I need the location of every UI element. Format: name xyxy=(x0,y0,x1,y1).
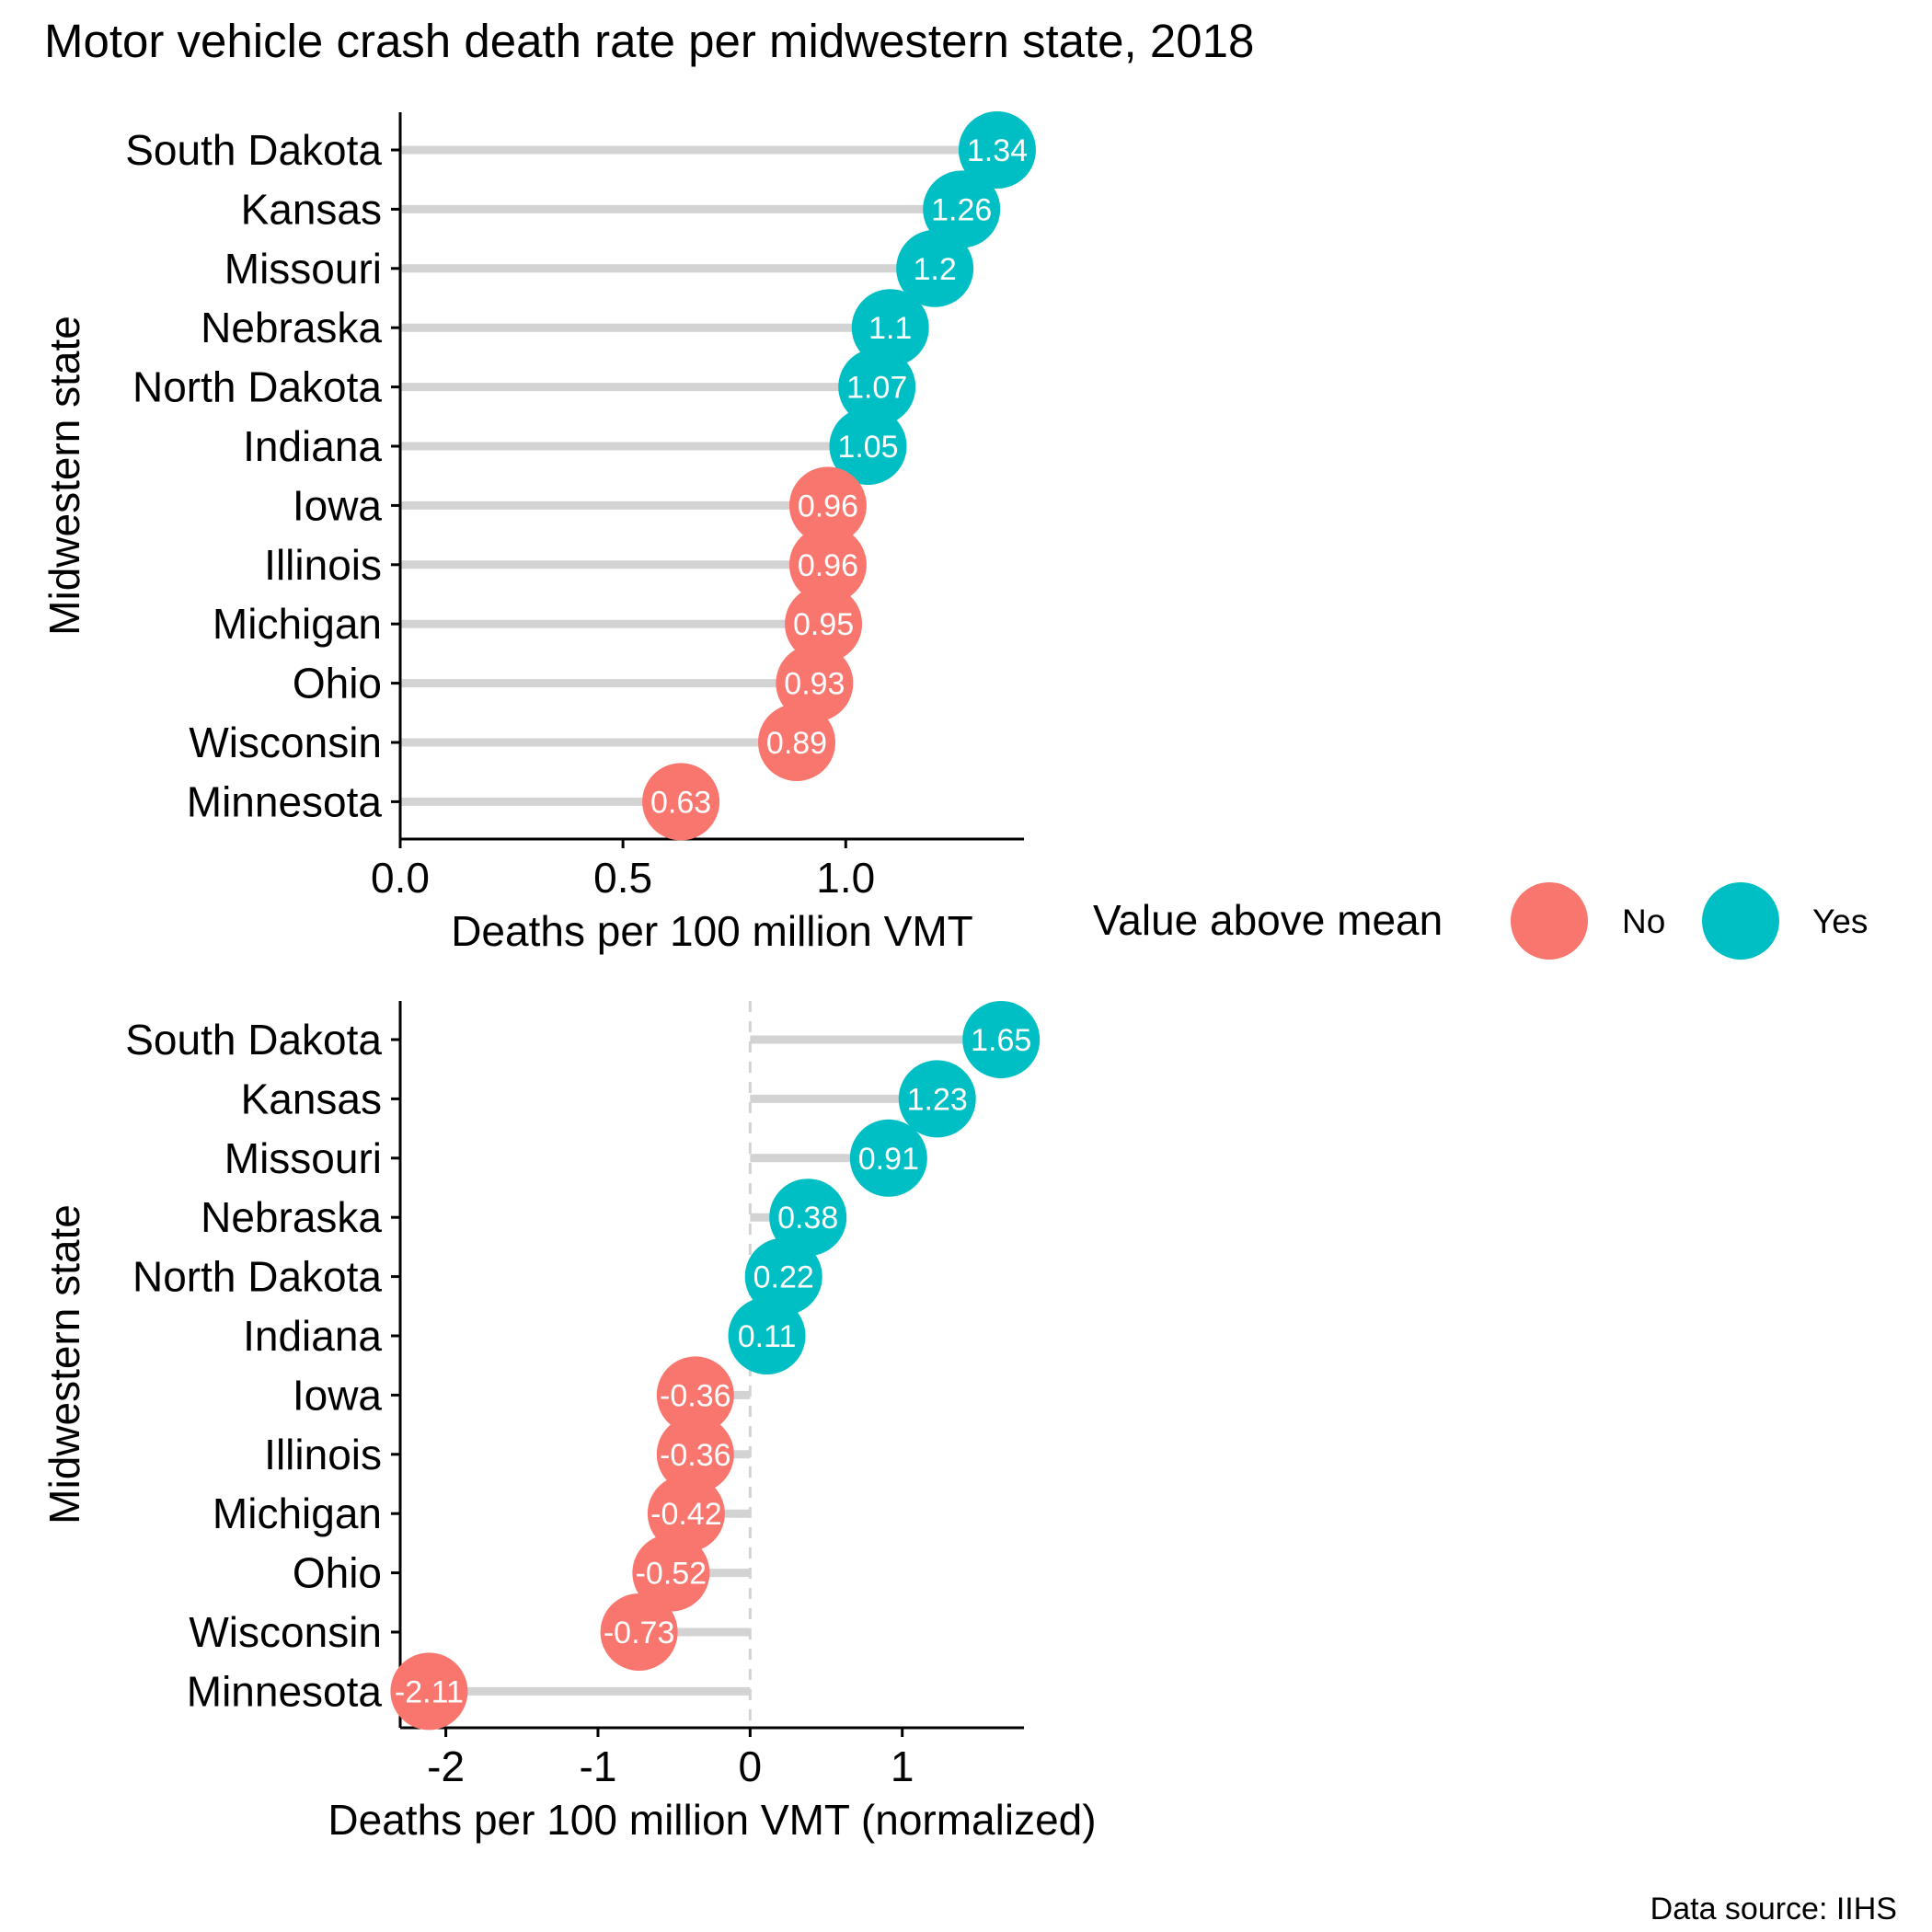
data-point-10 xyxy=(758,704,836,781)
legend: Value above mean No Yes xyxy=(1093,882,1868,960)
data-label-4: 1.07 xyxy=(846,371,907,406)
category-label-11: Minnesota xyxy=(187,777,383,825)
data-label-8: -0.42 xyxy=(650,1497,722,1532)
x-tick-label-2: 1.0 xyxy=(816,854,875,902)
data-label-10: -0.73 xyxy=(604,1616,675,1650)
data-point-4 xyxy=(838,348,916,426)
category-label-8: Michigan xyxy=(213,600,382,648)
category-label-6: Iowa xyxy=(293,481,383,529)
data-label-8: 0.95 xyxy=(793,607,854,642)
data-point-2 xyxy=(849,1119,927,1197)
category-label-1: Kansas xyxy=(241,1075,382,1122)
data-point-5 xyxy=(728,1297,806,1374)
data-point-7 xyxy=(656,1415,734,1493)
legend-swatch-yes xyxy=(1702,882,1779,960)
category-label-7: Illinois xyxy=(264,541,382,589)
legend-label-no: No xyxy=(1622,903,1665,940)
category-label-6: Iowa xyxy=(293,1371,383,1419)
x-tick-label-3: 1 xyxy=(891,1742,914,1790)
chart-title: Motor vehicle crash death rate per midwe… xyxy=(44,15,1254,67)
x-axis-title: Deaths per 100 million VMT (normalized) xyxy=(328,1796,1096,1844)
category-label-5: Indiana xyxy=(243,1312,382,1360)
data-point-10 xyxy=(600,1593,678,1671)
x-tick-label-1: -1 xyxy=(580,1742,617,1790)
data-label-6: 0.96 xyxy=(798,489,858,523)
category-label-1: Kansas xyxy=(241,185,382,233)
data-point-8 xyxy=(647,1475,725,1553)
category-label-0: South Dakota xyxy=(125,126,382,174)
data-point-4 xyxy=(744,1237,822,1316)
data-label-0: 1.65 xyxy=(971,1023,1031,1058)
data-point-11 xyxy=(642,763,720,841)
data-point-0 xyxy=(958,111,1036,189)
data-label-9: 0.93 xyxy=(784,667,845,702)
legend-title: Value above mean xyxy=(1093,896,1443,944)
data-point-6 xyxy=(656,1356,734,1434)
data-point-5 xyxy=(829,408,907,485)
category-label-10: Wisconsin xyxy=(189,1608,382,1656)
data-label-4: 0.22 xyxy=(753,1260,814,1295)
category-label-4: North Dakota xyxy=(132,363,382,411)
category-label-9: Ohio xyxy=(293,660,382,707)
data-point-7 xyxy=(788,525,867,604)
data-label-7: -0.36 xyxy=(660,1438,731,1473)
category-label-9: Ohio xyxy=(293,1549,382,1597)
category-label-0: South Dakota xyxy=(125,1016,382,1064)
x-tick-label-2: 0 xyxy=(739,1742,763,1790)
y-axis-title: Midwestern state xyxy=(40,1204,88,1524)
data-point-1 xyxy=(923,170,1001,248)
category-label-5: Indiana xyxy=(243,422,382,470)
data-label-9: -0.52 xyxy=(636,1557,707,1592)
data-label-2: 1.2 xyxy=(914,252,957,287)
data-label-5: 0.11 xyxy=(738,1319,797,1354)
y-axis-title: Midwestern state xyxy=(40,316,88,636)
data-label-11: 0.63 xyxy=(650,785,711,820)
category-label-2: Missouri xyxy=(224,245,382,293)
data-label-1: 1.23 xyxy=(907,1082,968,1117)
x-axis-title: Deaths per 100 million VMT xyxy=(451,907,973,955)
category-label-11: Minnesota xyxy=(187,1667,383,1715)
panel-top: South Dakota Kansas Missouri Nebraska North … xyxy=(40,111,1036,955)
data-label-10: 0.89 xyxy=(766,726,827,761)
x-tick-label-1: 0.5 xyxy=(593,854,652,902)
category-label-2: Missouri xyxy=(224,1134,382,1182)
data-label-5: 1.05 xyxy=(837,430,898,465)
data-label-2: 0.91 xyxy=(858,1142,919,1177)
category-label-3: Nebraska xyxy=(201,304,382,351)
x-tick-label-0: 0.0 xyxy=(371,854,430,902)
data-label-3: 1.1 xyxy=(868,311,912,346)
data-point-9 xyxy=(776,644,854,722)
data-label-7: 0.96 xyxy=(798,548,858,583)
data-point-6 xyxy=(788,466,867,545)
data-point-8 xyxy=(785,585,863,663)
data-point-1 xyxy=(898,1060,976,1138)
data-point-0 xyxy=(962,1001,1041,1078)
data-point-9 xyxy=(632,1534,710,1612)
panel-bottom: South Dakota Kansas Missouri Nebraska North … xyxy=(40,1001,1097,1844)
data-source-caption: Data source: IIHS xyxy=(1650,1892,1897,1926)
legend-swatch-no xyxy=(1511,882,1588,960)
data-point-2 xyxy=(896,229,974,307)
data-point-11 xyxy=(390,1652,468,1731)
legend-label-yes: Yes xyxy=(1812,903,1868,940)
category-label-7: Illinois xyxy=(264,1431,382,1478)
data-label-1: 1.26 xyxy=(931,192,992,227)
data-label-11: -2.11 xyxy=(395,1674,464,1709)
data-point-3 xyxy=(769,1179,847,1257)
category-label-4: North Dakota xyxy=(132,1253,382,1301)
category-label-3: Nebraska xyxy=(201,1193,382,1241)
x-tick-label-0: -2 xyxy=(427,1742,465,1790)
data-label-3: 0.38 xyxy=(777,1201,838,1236)
data-point-3 xyxy=(851,289,929,367)
category-label-10: Wisconsin xyxy=(189,719,382,766)
data-label-6: -0.36 xyxy=(660,1378,731,1413)
data-label-0: 1.34 xyxy=(967,133,1028,168)
category-label-8: Michigan xyxy=(213,1489,382,1537)
